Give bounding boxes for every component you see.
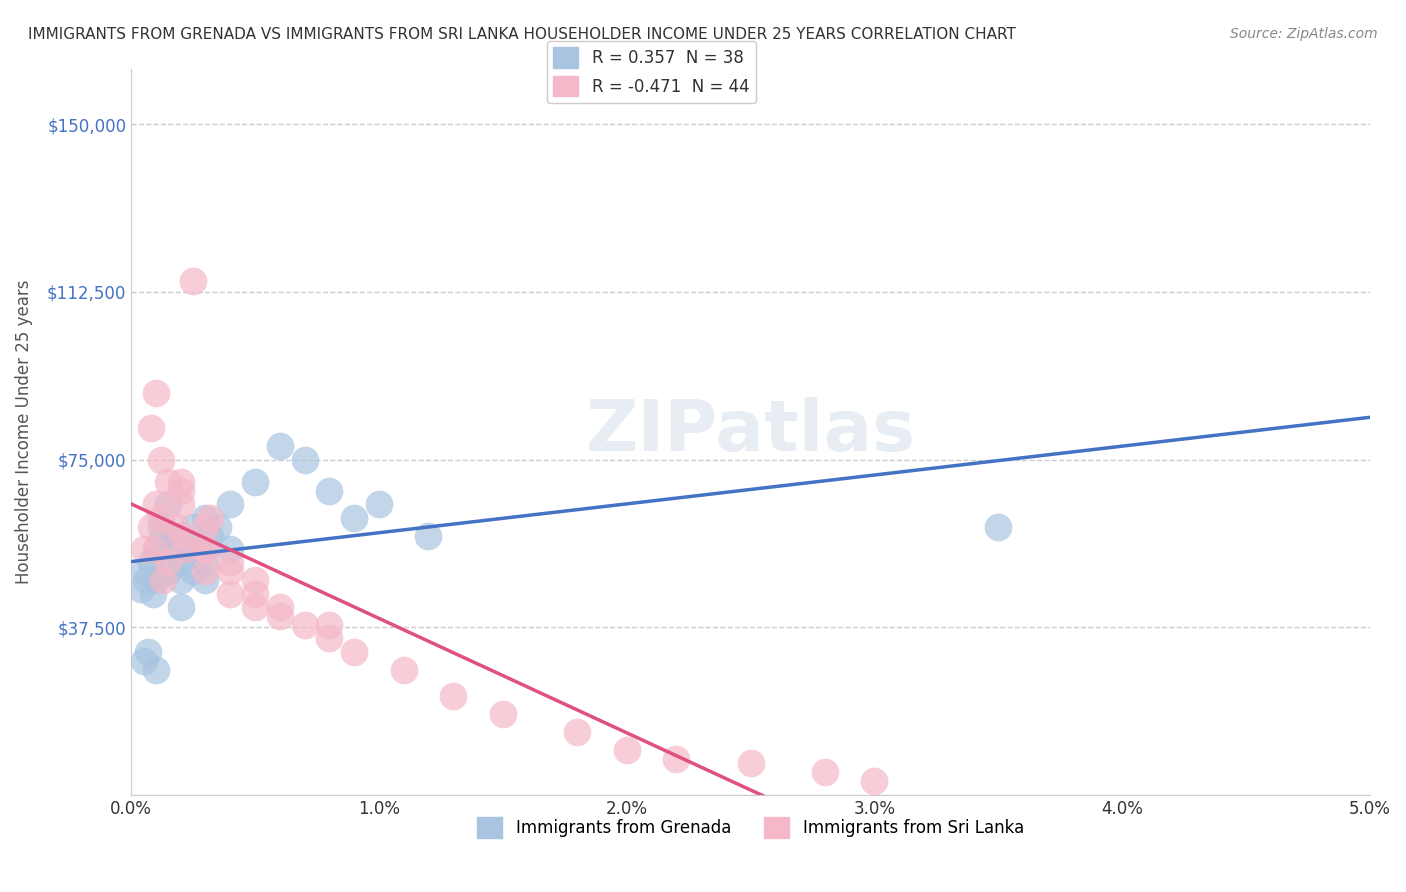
Point: [814, 765, 837, 780]
Point: [149, 519, 172, 533]
Point: [243, 475, 266, 489]
Point: [165, 541, 187, 556]
Point: [492, 707, 515, 722]
Legend: Immigrants from Grenada, Immigrants from Sri Lanka: Immigrants from Grenada, Immigrants from…: [471, 811, 1031, 845]
Point: [142, 586, 165, 600]
Point: [181, 564, 204, 578]
Point: [129, 582, 152, 596]
Point: [219, 497, 242, 511]
Point: [170, 528, 193, 542]
Point: [170, 600, 193, 615]
Point: [200, 528, 222, 542]
Point: [392, 663, 415, 677]
Point: [149, 452, 172, 467]
Point: [343, 645, 366, 659]
Point: [152, 528, 174, 542]
Point: [194, 510, 217, 524]
Point: [987, 519, 1010, 533]
Point: [294, 452, 316, 467]
Point: [665, 752, 688, 766]
Point: [145, 385, 167, 400]
Point: [174, 541, 197, 556]
Point: [139, 555, 162, 569]
Point: [157, 564, 180, 578]
Point: [145, 573, 167, 587]
Point: [145, 541, 167, 556]
Point: [170, 573, 193, 587]
Point: [170, 555, 193, 569]
Point: [157, 555, 180, 569]
Point: [170, 497, 193, 511]
Point: [243, 600, 266, 615]
Point: [343, 510, 366, 524]
Point: [149, 510, 172, 524]
Text: ZIPatlas: ZIPatlas: [585, 397, 915, 467]
Point: [200, 510, 222, 524]
Point: [740, 756, 762, 771]
Point: [194, 541, 217, 556]
Point: [207, 519, 229, 533]
Point: [139, 519, 162, 533]
Point: [565, 725, 588, 739]
Point: [418, 528, 440, 542]
Point: [219, 541, 242, 556]
Point: [174, 541, 197, 556]
Point: [441, 690, 464, 704]
Point: [194, 541, 217, 556]
Point: [145, 497, 167, 511]
Point: [219, 555, 242, 569]
Point: [170, 475, 193, 489]
Y-axis label: Householder Income Under 25 years: Householder Income Under 25 years: [15, 279, 32, 584]
Point: [243, 573, 266, 587]
Point: [145, 663, 167, 677]
Point: [181, 519, 204, 533]
Point: [194, 573, 217, 587]
Point: [194, 519, 217, 533]
Point: [194, 541, 217, 556]
Point: [170, 528, 193, 542]
Point: [318, 632, 340, 646]
Point: [318, 483, 340, 498]
Text: IMMIGRANTS FROM GRENADA VS IMMIGRANTS FROM SRI LANKA HOUSEHOLDER INCOME UNDER 25: IMMIGRANTS FROM GRENADA VS IMMIGRANTS FR…: [28, 27, 1017, 42]
Point: [194, 555, 217, 569]
Point: [132, 541, 155, 556]
Point: [243, 586, 266, 600]
Point: [152, 573, 174, 587]
Point: [194, 564, 217, 578]
Point: [269, 609, 291, 624]
Point: [269, 439, 291, 453]
Point: [219, 586, 242, 600]
Point: [367, 497, 389, 511]
Point: [318, 618, 340, 632]
Point: [157, 475, 180, 489]
Point: [157, 497, 180, 511]
Point: [170, 483, 193, 498]
Point: [616, 743, 638, 757]
Point: [181, 274, 204, 288]
Point: [135, 573, 157, 587]
Point: [139, 421, 162, 435]
Point: [138, 645, 160, 659]
Point: [165, 519, 187, 533]
Point: [269, 600, 291, 615]
Point: [132, 564, 155, 578]
Point: [863, 774, 886, 789]
Point: [219, 564, 242, 578]
Point: [132, 654, 155, 668]
Text: Source: ZipAtlas.com: Source: ZipAtlas.com: [1230, 27, 1378, 41]
Point: [294, 618, 316, 632]
Point: [145, 541, 167, 556]
